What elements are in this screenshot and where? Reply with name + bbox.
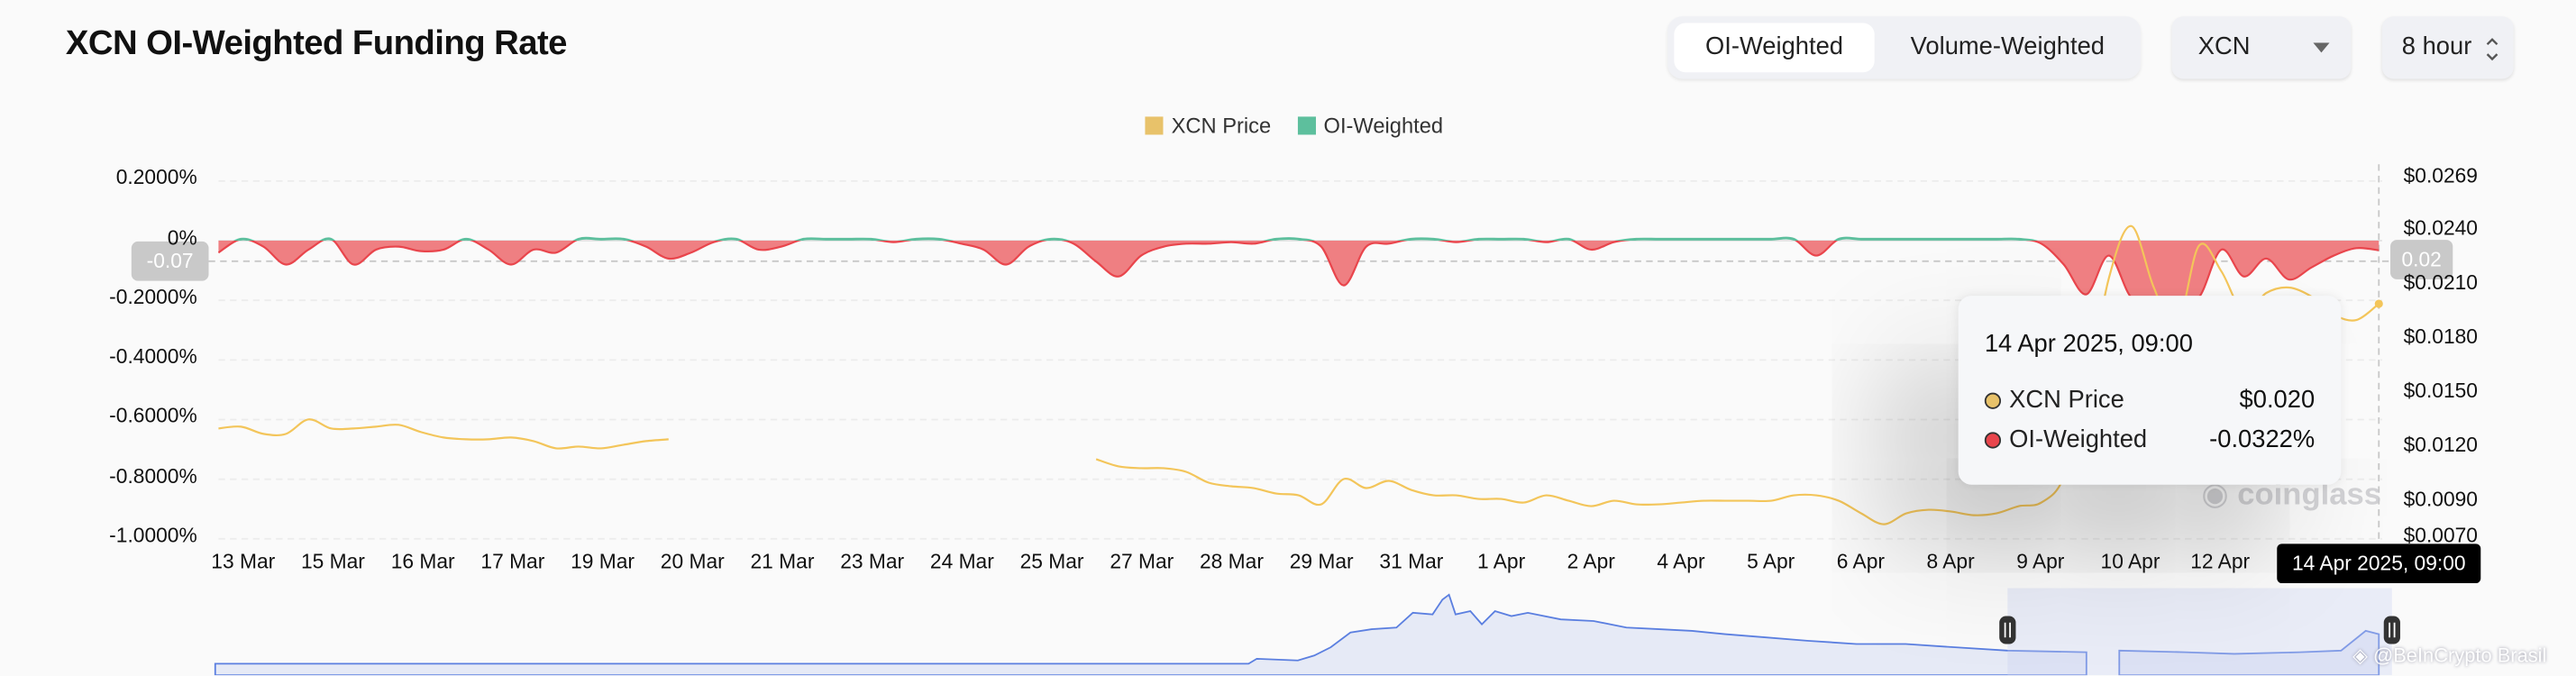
navigator-area-tail xyxy=(2118,629,2380,676)
x-tick: 2 Apr xyxy=(1567,550,1615,574)
symbol-select[interactable]: XCN xyxy=(2171,16,2352,79)
tab-volume-weighted[interactable]: Volume-Weighted xyxy=(1910,32,2105,61)
y-right-tick: $0.0150 xyxy=(2403,379,2478,403)
x-tick: 10 Apr xyxy=(2100,550,2160,574)
navigator-area xyxy=(214,593,2087,676)
x-tick: 4 Apr xyxy=(1657,550,1705,574)
beincrypto-watermark: ◈ @BeInCrypto Brasil xyxy=(2352,644,2547,668)
x-tick: 15 Mar xyxy=(300,550,365,574)
caret-down-icon xyxy=(2313,42,2330,53)
legend-item-oi-weighted[interactable]: OI-Weighted xyxy=(1297,114,1443,138)
x-tick: 5 Apr xyxy=(1747,550,1795,574)
tooltip-value: $0.020 xyxy=(2239,386,2316,415)
tooltip-row-price: XCN Price $0.020 xyxy=(1984,386,2316,415)
y-right-tick: $0.0269 xyxy=(2403,164,2478,187)
x-tick: 19 Mar xyxy=(571,550,635,574)
updown-chevron-icon xyxy=(2486,38,2498,61)
grip-icon xyxy=(2389,622,2396,638)
x-tick: 8 Apr xyxy=(1926,550,1975,574)
x-tick: 31 Mar xyxy=(1379,550,1444,574)
legend-swatch xyxy=(1145,116,1164,135)
price-line xyxy=(218,418,669,450)
legend-label: OI-Weighted xyxy=(1323,113,1444,139)
grip-icon xyxy=(2004,622,2011,638)
legend-item-price[interactable]: XCN Price xyxy=(1145,114,1271,138)
tooltip-label: OI-Weighted xyxy=(2009,425,2148,454)
price-hover-point xyxy=(2374,299,2383,308)
x-tick: 9 Apr xyxy=(2016,550,2065,574)
x-tick: 28 Mar xyxy=(1199,550,1264,574)
navigator[interactable] xyxy=(214,588,2400,676)
x-tick: 16 Mar xyxy=(390,550,455,574)
price-dot-icon xyxy=(1984,391,2002,408)
legend-label: XCN Price xyxy=(1171,113,1272,139)
x-tick: 24 Mar xyxy=(929,550,994,574)
tooltip: 14 Apr 2025, 09:00 XCN Price $0.020 OI-W… xyxy=(1958,296,2342,485)
x-tick: 13 Mar xyxy=(211,550,276,574)
page-title: XCN OI-Weighted Funding Rate xyxy=(65,24,568,63)
y-left-tick: -0.8000% xyxy=(109,464,197,488)
navigator-selection[interactable] xyxy=(2007,588,2392,676)
symbol-select-value: XCN xyxy=(2197,32,2251,61)
y-right-tick: $0.0210 xyxy=(2403,270,2478,295)
y-left-tick: -1.0000% xyxy=(109,524,197,547)
tooltip-title: 14 Apr 2025, 09:00 xyxy=(1984,330,2193,359)
weighting-toggle: OI-Weighted Volume-Weighted xyxy=(1667,16,2141,79)
x-tick: 1 Apr xyxy=(1476,550,1526,574)
x-tick: 25 Mar xyxy=(1019,550,1084,574)
legend: XCN Price OI-Weighted xyxy=(1145,114,1443,138)
crosshair-left-label: -0.07 xyxy=(131,241,209,281)
tooltip-row-oi: OI-Weighted -0.0322% xyxy=(1984,425,2316,454)
x-tick: 12 Apr xyxy=(2190,550,2251,574)
crosshair-right-label: 0.02 xyxy=(2390,240,2453,279)
y-right-tick: $0.0090 xyxy=(2403,488,2478,511)
oi-weighted-positive-line xyxy=(233,236,2038,242)
y-right-tick: $0.0240 xyxy=(2403,216,2478,240)
y-right-tick: $0.0070 xyxy=(2403,524,2478,547)
y-left-tick: -0.6000% xyxy=(109,405,197,428)
x-tick: 27 Mar xyxy=(1110,550,1174,574)
tab-oi-weighted[interactable]: OI-Weighted xyxy=(1674,23,1875,73)
y-right-tick: $0.0180 xyxy=(2403,324,2478,349)
navigator-handle-right[interactable] xyxy=(2383,616,2400,644)
crosshair-x-label: 14 Apr 2025, 09:00 xyxy=(2277,544,2481,584)
x-tick: 29 Mar xyxy=(1289,550,1354,574)
interval-select-value: 8 hour xyxy=(2401,32,2472,61)
legend-swatch xyxy=(1297,116,1316,135)
tooltip-label: XCN Price xyxy=(2009,386,2124,415)
x-tick: 23 Mar xyxy=(840,550,905,574)
tooltip-value: -0.0322% xyxy=(2209,425,2316,454)
y-right-tick: $0.0120 xyxy=(2403,433,2478,457)
oi-dot-icon xyxy=(1984,431,2002,448)
navigator-handle-left[interactable] xyxy=(1999,616,2016,644)
y-left-tick: -0.2000% xyxy=(109,285,197,309)
interval-select[interactable]: 8 hour xyxy=(2381,16,2514,79)
x-tick: 21 Mar xyxy=(750,550,815,574)
x-tick: 20 Mar xyxy=(660,550,725,574)
y-left-tick: 0% xyxy=(167,225,197,250)
x-tick: 17 Mar xyxy=(480,550,545,574)
oi-weighted-negative-area xyxy=(218,241,2380,301)
x-tick: 6 Apr xyxy=(1836,550,1885,574)
y-left-tick: 0.2000% xyxy=(115,166,197,189)
y-left-tick: -0.4000% xyxy=(109,344,197,369)
